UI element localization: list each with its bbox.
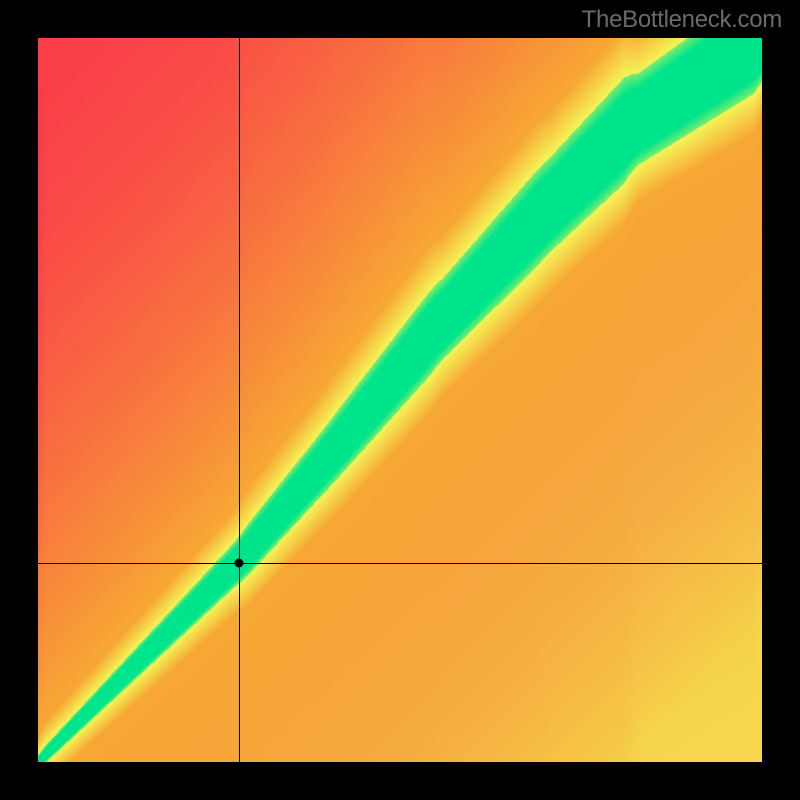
heatmap-plot: [38, 38, 762, 762]
crosshair-vertical: [239, 38, 240, 762]
heatmap-canvas: [38, 38, 762, 762]
selection-marker: [235, 558, 244, 567]
watermark: TheBottleneck.com: [582, 6, 782, 34]
crosshair-horizontal: [38, 563, 762, 564]
